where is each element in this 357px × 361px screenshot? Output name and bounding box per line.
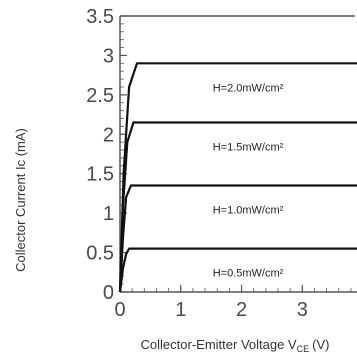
x-tick-label: 0 [114,299,125,321]
y-tick-label: 2.5 [86,85,114,107]
y-tick-label: 1 [103,203,114,225]
y-tick-label: 2 [103,124,114,146]
curve-line [118,247,357,293]
y-tick-label: 1.5 [86,164,114,186]
curves [118,62,357,293]
curve-label: H=2.0mW/cm² [213,82,284,94]
x-axis-title-subscript: CE [297,344,310,354]
curve-label: H=1.5mW/cm² [213,141,284,153]
curve-label: H=0.5mW/cm² [213,268,284,280]
curve-line [118,62,357,293]
x-axis-title-main: Collector-Emitter Voltage V [141,337,297,352]
curve-label: H=1.0mW/cm² [213,205,284,217]
y-tick-label: 3 [103,45,114,67]
y-tick-label: 3.5 [86,6,114,28]
x-tick-label: 3 [297,299,308,321]
x-axis-title-unit: (V) [312,337,329,352]
x-tick-label: 1 [175,299,186,321]
y-axis-title: Collector Current Ic (mA) [13,128,28,272]
x-axis-title: Collector-Emitter Voltage VCE (V) [141,337,330,354]
y-tick-label: 0 [103,282,114,304]
axes [119,15,357,293]
x-tick-label: 2 [236,299,247,321]
curve-labels: H=0.5mW/cm² H=1.0mW/cm² H=1.5mW/cm² H=2.0mW… [213,82,284,279]
y-tick-label: 0.5 [86,243,114,265]
